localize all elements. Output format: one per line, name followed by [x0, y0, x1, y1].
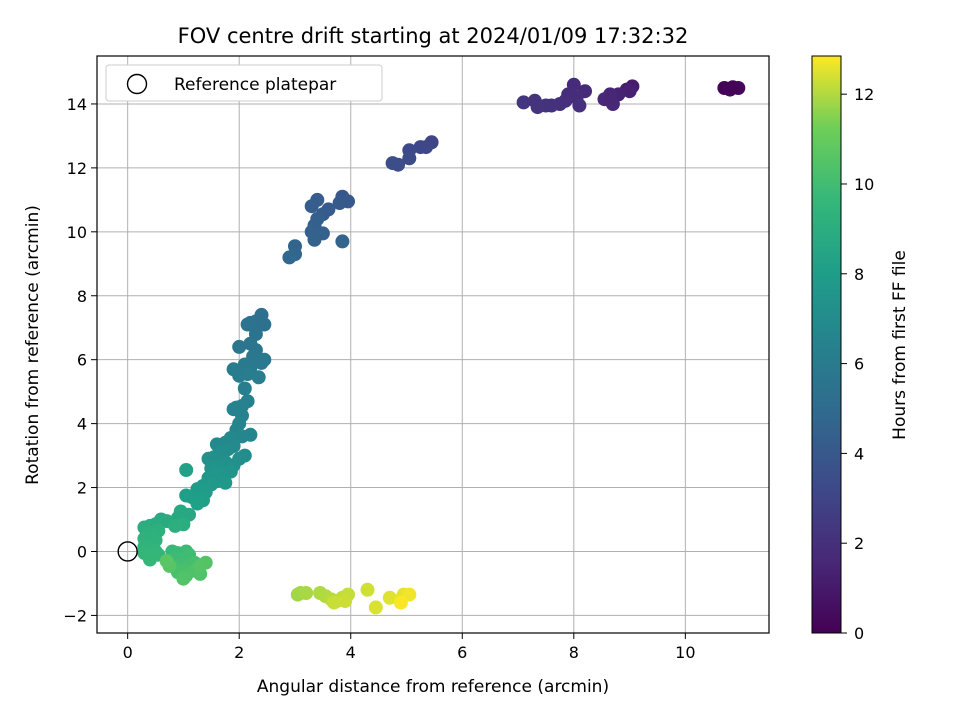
data-point [393, 595, 408, 610]
data-point [240, 317, 255, 332]
colorbar-tick-label: 0 [854, 624, 864, 643]
x-tick-label: 0 [123, 643, 133, 662]
data-point [332, 196, 347, 210]
legend-label: Reference platepar [174, 75, 336, 95]
y-tick-label: 12 [67, 159, 87, 178]
data-point [335, 234, 350, 249]
data-point [327, 595, 341, 610]
colorbar-gradient [811, 55, 842, 634]
legend-marker [126, 73, 148, 95]
data-point [304, 199, 319, 214]
data-point [338, 594, 353, 608]
colorbar-tick-label: 8 [854, 265, 864, 284]
plot-frame [96, 55, 770, 634]
reference-platepar-marker [117, 541, 138, 562]
data-point [299, 586, 314, 600]
data-point [382, 590, 397, 605]
data-point [254, 355, 269, 370]
data-point [176, 571, 191, 586]
legend: Reference platepar [105, 64, 383, 102]
colorbar-tick-label: 10 [854, 175, 874, 194]
colorbar-tick-label: 6 [854, 355, 864, 374]
data-point [179, 488, 194, 503]
y-tick-label: 0 [77, 542, 87, 561]
data-point [368, 600, 383, 615]
data-points [137, 77, 746, 615]
data-point [159, 554, 174, 569]
data-point [251, 370, 266, 385]
y-tick-label: 8 [77, 287, 87, 306]
data-point [282, 250, 297, 265]
y-tick-label: 10 [67, 223, 87, 242]
colorbar-tick-label: 4 [854, 444, 864, 463]
y-tick-label: 2 [77, 479, 87, 498]
colorbar-tick-label: 2 [854, 534, 864, 553]
y-tick-label: 6 [77, 351, 87, 370]
x-tick-label: 10 [675, 643, 695, 662]
data-point [622, 84, 637, 99]
colorbar-ticks: 0 2 4 6 8 10 12 [841, 85, 874, 643]
data-point [168, 518, 183, 533]
data-point [385, 156, 400, 171]
y-tick-label: −2 [63, 606, 87, 625]
colorbar: 0 2 4 6 8 10 12 Hours from first FF file [811, 55, 910, 643]
x-tick-label: 8 [569, 643, 579, 662]
x-axis-label: Angular distance from reference (arcmin) [257, 677, 609, 697]
legend-box [105, 64, 383, 102]
data-point [307, 232, 322, 247]
grid-lines [97, 56, 769, 633]
x-tick-label: 4 [346, 643, 356, 662]
data-point [516, 95, 531, 110]
data-point [527, 93, 542, 108]
x-axis-ticks: 0 2 4 6 8 10 [123, 633, 696, 662]
data-point [572, 98, 587, 113]
data-point [232, 339, 247, 354]
y-axis-ticks: −2 0 2 4 6 8 10 12 14 [63, 95, 97, 625]
data-point [237, 381, 252, 396]
data-point [218, 475, 233, 490]
data-point [193, 558, 208, 573]
y-tick-label: 4 [77, 415, 87, 434]
colorbar-tick-label: 12 [854, 85, 874, 104]
x-tick-label: 2 [234, 643, 244, 662]
data-point [603, 90, 618, 105]
data-point [235, 429, 249, 444]
y-axis-label: Rotation from reference (arcmin) [23, 205, 43, 485]
data-point [240, 367, 255, 382]
data-point [413, 140, 428, 155]
data-point [190, 496, 205, 511]
data-point [143, 552, 157, 567]
colorbar-label: Hours from first FF file [890, 250, 910, 440]
data-point [725, 80, 740, 95]
data-point [402, 151, 417, 166]
x-tick-label: 6 [457, 643, 467, 662]
data-point [360, 582, 375, 597]
chart-title: FOV centre drift starting at 2024/01/09 … [178, 24, 689, 48]
y-tick-label: 14 [67, 95, 87, 114]
data-point [179, 463, 194, 477]
